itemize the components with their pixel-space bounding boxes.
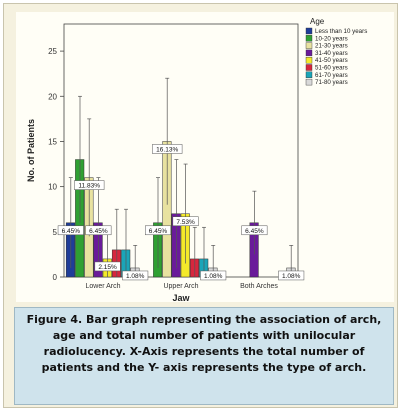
data-label-box bbox=[145, 225, 171, 236]
data-label-box bbox=[85, 225, 112, 236]
data-label: 6.45% bbox=[62, 228, 81, 235]
legend-swatch bbox=[305, 64, 313, 71]
data-label-box bbox=[278, 270, 305, 281]
chart-panel: 0 5 10 15 20 25 No. of Patients Jaw Lower Arch Up… bbox=[16, 12, 394, 302]
legend-label: 41-50 years bbox=[315, 57, 348, 64]
data-label: 1.08% bbox=[126, 273, 145, 280]
legend-swatch bbox=[305, 27, 313, 35]
data-label: 1.08% bbox=[204, 273, 223, 280]
data-label-box bbox=[152, 144, 183, 154]
data-label: 11.83% bbox=[78, 183, 100, 190]
y-axis-label: No. of Patients bbox=[26, 119, 36, 182]
data-label: 1.08% bbox=[282, 273, 301, 280]
bar-chart: 0 5 10 15 20 25 No. of Patients Jaw Lower Arch Up… bbox=[26, 17, 367, 302]
data-label-box bbox=[94, 261, 121, 272]
x-tick-label: Upper Arch bbox=[163, 283, 198, 290]
legend-swatch bbox=[305, 42, 313, 49]
legend-swatch bbox=[305, 35, 313, 42]
legend-label: Less than 10 years bbox=[315, 28, 367, 35]
x-axis-label: Jaw bbox=[172, 293, 190, 302]
legend-label: 31-40 years bbox=[315, 50, 348, 57]
data-label: 6.45% bbox=[245, 228, 264, 235]
data-label: 6.45% bbox=[89, 228, 108, 235]
legend-label: 71-80 years bbox=[315, 79, 348, 86]
legend-label: 61-70 years bbox=[315, 72, 348, 79]
data-label-box bbox=[172, 216, 199, 226]
y-tick-label: 5 bbox=[53, 228, 58, 237]
data-label: 2.15% bbox=[98, 264, 117, 271]
legend-title: Age bbox=[310, 17, 325, 26]
x-tick-label: Both Arches bbox=[240, 283, 278, 290]
data-label: 16.13% bbox=[156, 146, 178, 153]
legend-swatch bbox=[305, 71, 313, 78]
data-label-box bbox=[57, 225, 84, 236]
y-tick-label: 0 bbox=[53, 273, 58, 282]
y-tick-label: 10 bbox=[48, 183, 57, 192]
legend-label: 10-20 years bbox=[315, 35, 348, 42]
y-tick-label: 20 bbox=[48, 92, 57, 101]
x-tick-label: Lower Arch bbox=[85, 283, 120, 290]
legend-swatch bbox=[305, 78, 313, 86]
legend-label: 51-60 years bbox=[315, 65, 348, 72]
figure-caption: Figure 4. Bar graph representing the ass… bbox=[14, 307, 394, 405]
data-label-box bbox=[200, 270, 227, 281]
figure-frame: 0 5 10 15 20 25 No. of Patients Jaw Lower Arch Up… bbox=[3, 3, 398, 408]
y-tick-label: 25 bbox=[48, 47, 57, 56]
data-label-box bbox=[74, 180, 105, 190]
data-label-box bbox=[122, 270, 149, 281]
data-label: 7.53% bbox=[176, 219, 195, 226]
data-label-box bbox=[241, 225, 268, 236]
legend-swatch bbox=[305, 57, 313, 64]
y-tick-label: 15 bbox=[48, 137, 57, 146]
legend-label: 21-30 years bbox=[315, 43, 348, 50]
legend-swatch bbox=[305, 49, 313, 57]
data-label: 6.45% bbox=[149, 228, 168, 235]
